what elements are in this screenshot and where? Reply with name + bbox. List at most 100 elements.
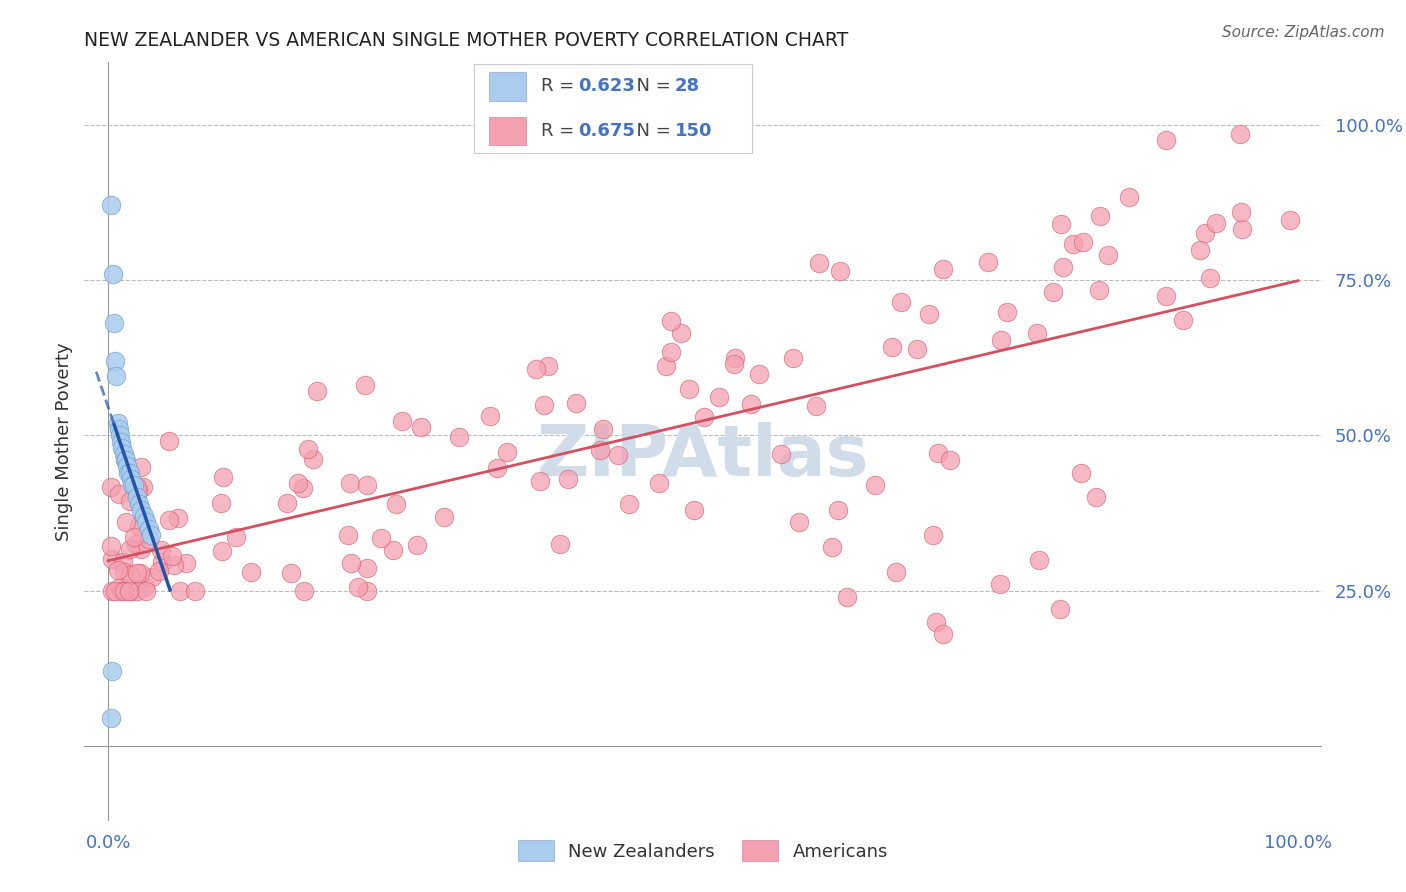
Point	[108, 422, 131, 436]
Point	[276, 496, 298, 510]
Point	[108, 487, 131, 501]
Y-axis label: Single Mother Poverty: Single Mother Poverty	[55, 343, 73, 541]
Point	[115, 459, 138, 474]
Point	[1278, 212, 1301, 227]
Point	[669, 326, 692, 340]
Point	[607, 449, 630, 463]
Point	[1052, 260, 1074, 274]
Point	[990, 333, 1012, 347]
Point	[1088, 209, 1111, 223]
Text: N =: N =	[626, 78, 676, 95]
Text: 0.675: 0.675	[578, 122, 636, 140]
Point	[121, 478, 143, 492]
Point	[533, 398, 555, 412]
Point	[659, 313, 682, 327]
Point	[346, 580, 368, 594]
Point	[100, 539, 122, 553]
Point	[292, 583, 315, 598]
Point	[1026, 326, 1049, 340]
Point	[120, 472, 142, 486]
Point	[827, 503, 849, 517]
Point	[678, 382, 700, 396]
Point	[125, 566, 148, 580]
Point	[131, 503, 153, 517]
Point	[100, 552, 122, 566]
Point	[890, 294, 912, 309]
Point	[129, 566, 152, 580]
Point	[118, 583, 141, 598]
Point	[141, 570, 163, 584]
Point	[101, 583, 124, 598]
Point	[100, 711, 122, 725]
Point	[162, 549, 184, 563]
Point	[112, 555, 135, 569]
Point	[107, 416, 129, 430]
Point	[169, 583, 191, 598]
Point	[108, 580, 131, 594]
Point	[391, 414, 413, 428]
Point	[339, 476, 361, 491]
Point	[884, 565, 907, 579]
Point	[648, 475, 671, 490]
Point	[101, 267, 124, 281]
Point	[659, 345, 682, 359]
Point	[149, 543, 172, 558]
Point	[128, 497, 150, 511]
Point	[120, 493, 142, 508]
Point	[339, 556, 361, 570]
Text: R =: R =	[541, 122, 579, 140]
Text: 28: 28	[675, 78, 700, 95]
Point	[997, 305, 1019, 319]
Point	[770, 447, 793, 461]
Point	[110, 434, 132, 449]
Point	[1154, 289, 1177, 303]
Point	[139, 528, 162, 542]
Point	[138, 522, 160, 536]
Point	[385, 497, 408, 511]
Point	[921, 528, 943, 542]
Point	[125, 491, 148, 505]
Point	[100, 665, 122, 679]
Point	[1194, 227, 1216, 241]
Point	[280, 566, 302, 580]
Point	[174, 556, 197, 570]
Point	[297, 442, 319, 456]
Point	[211, 544, 233, 558]
Point	[557, 472, 579, 486]
Point	[122, 530, 145, 544]
Point	[302, 452, 325, 467]
Point	[589, 443, 612, 458]
Point	[105, 369, 128, 384]
Point	[932, 627, 955, 641]
Point	[118, 466, 141, 480]
Point	[1171, 313, 1194, 327]
Point	[1229, 128, 1251, 142]
Point	[821, 540, 844, 554]
Point	[128, 518, 150, 533]
Point	[118, 567, 141, 582]
Point	[103, 317, 125, 331]
Point	[356, 478, 378, 492]
Point	[524, 361, 547, 376]
Point	[211, 470, 233, 484]
Point	[287, 476, 309, 491]
Point	[129, 459, 152, 474]
Text: Source: ZipAtlas.com: Source: ZipAtlas.com	[1222, 25, 1385, 40]
Point	[148, 564, 170, 578]
Point	[1050, 217, 1073, 231]
Point	[683, 502, 706, 516]
Point	[336, 528, 359, 542]
Point	[127, 480, 149, 494]
Point	[124, 537, 146, 551]
Point	[1118, 190, 1140, 204]
Point	[1028, 552, 1050, 566]
Point	[1198, 270, 1220, 285]
Point	[865, 478, 887, 492]
Point	[478, 409, 501, 424]
Point	[225, 530, 247, 544]
Point	[108, 428, 131, 442]
Point	[565, 396, 588, 410]
Point	[723, 357, 745, 371]
Point	[356, 561, 378, 575]
Point	[107, 563, 129, 577]
